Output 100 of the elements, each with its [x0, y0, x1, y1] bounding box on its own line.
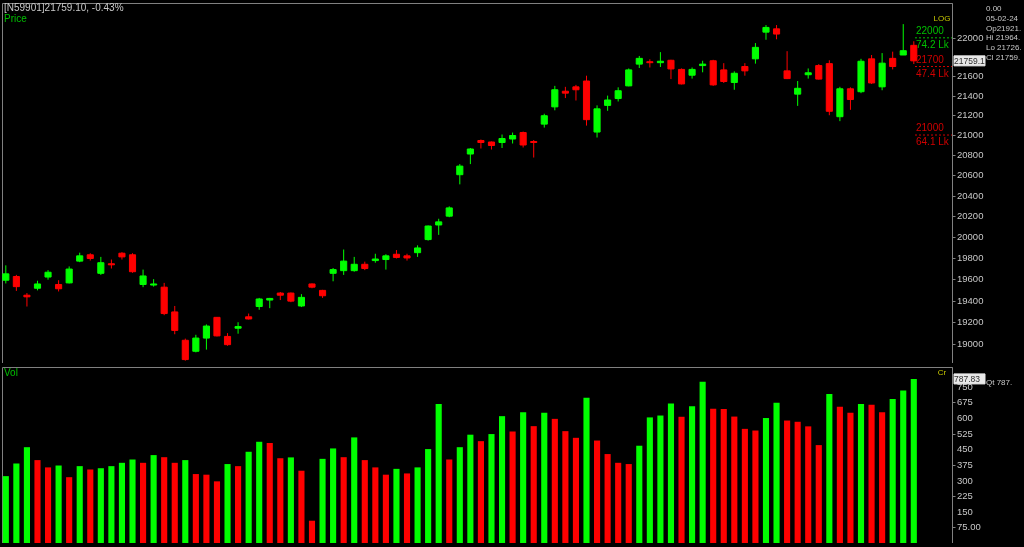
bar [678, 416, 685, 543]
text: LOG [933, 14, 951, 23]
bar [256, 441, 263, 543]
candlestick [730, 70, 738, 91]
bar [604, 454, 611, 543]
bar [488, 434, 495, 543]
bar [2, 476, 9, 543]
candlestick [572, 84, 580, 101]
bar [340, 457, 347, 543]
bar [615, 462, 622, 543]
candlestick [477, 139, 485, 149]
chart-title: [N59901]21759.10, -0.43% [4, 2, 124, 13]
candlestick [783, 50, 791, 80]
bar [731, 416, 738, 543]
candlestick [720, 62, 728, 84]
y-tick-label: 19200 [957, 316, 984, 328]
y-tick-label: 21400 [957, 89, 984, 101]
y-tick-label: 20000 [957, 230, 984, 242]
text: 05-02-24 [986, 13, 1019, 23]
y-tick-label: 20600 [957, 169, 984, 181]
ref-line-label: 22000 74.2 Lk [916, 24, 950, 50]
y-tick-label: 225 [957, 490, 973, 502]
bar [140, 462, 147, 543]
bar [192, 474, 199, 543]
candlestick [128, 252, 137, 274]
bar [467, 434, 474, 543]
bar [224, 464, 231, 543]
bar [720, 409, 727, 543]
bar [572, 437, 579, 543]
bar [446, 459, 453, 543]
bar [551, 418, 558, 543]
candlestick [910, 40, 918, 65]
bar [287, 457, 294, 543]
candlestick [741, 62, 749, 77]
bar [277, 458, 284, 543]
bar [699, 381, 706, 543]
bar [667, 403, 675, 543]
candlestick [234, 321, 242, 335]
candlestick [97, 256, 105, 276]
bar [393, 468, 400, 543]
y-tick-label: 19400 [957, 294, 984, 306]
candlestick [181, 338, 189, 362]
candlestick [498, 134, 506, 149]
bar [836, 406, 843, 543]
bar [583, 397, 590, 543]
ref-line-label: 21000 64.1 Lk [916, 122, 950, 148]
bar [361, 460, 368, 543]
text: Qt 787. [986, 378, 1013, 387]
candlestick [846, 86, 855, 111]
y-tick-label: 525 [957, 427, 973, 439]
bar [509, 431, 516, 543]
bar [266, 443, 273, 543]
candlestick [762, 24, 770, 41]
candlestick [340, 249, 348, 276]
candlestick [2, 264, 10, 284]
bar [794, 421, 801, 543]
text: Cr [937, 368, 947, 377]
bar [235, 466, 242, 543]
text: 787.83 [954, 373, 981, 384]
candlestick [171, 305, 179, 335]
bar [87, 469, 94, 543]
y-tick-label: 675 [957, 396, 973, 408]
y-tick-label: 21000 [957, 129, 984, 141]
bar [710, 408, 717, 543]
bar [330, 448, 337, 543]
bar [203, 474, 210, 543]
bar [414, 467, 421, 543]
bar [530, 426, 537, 543]
bar [298, 470, 305, 543]
bar [34, 460, 41, 543]
bar [752, 430, 759, 543]
bar [879, 412, 886, 543]
y-axis-title: Price [4, 13, 28, 24]
bar [773, 402, 780, 543]
y-tick-label: 19600 [957, 273, 984, 285]
bar [129, 459, 136, 543]
y-tick-label: 375 [957, 458, 973, 470]
bar [118, 462, 126, 543]
bar [403, 473, 411, 543]
bar [868, 404, 875, 543]
bar [213, 481, 221, 543]
candlestick [593, 104, 601, 139]
y-tick-label: 19000 [957, 338, 984, 350]
bar [456, 447, 463, 543]
candlestick [899, 23, 907, 56]
candlestick [794, 80, 802, 107]
text: 21759.1 [954, 55, 985, 66]
bar [625, 464, 632, 543]
candlestick [751, 42, 759, 65]
y-tick-label: 19800 [957, 251, 984, 263]
bar [55, 465, 62, 543]
text: Lo 21726. [986, 43, 1022, 53]
bar [826, 394, 833, 543]
y-tick-label: 20400 [957, 189, 984, 201]
text: Cl 21759. [986, 53, 1021, 62]
bar [66, 477, 73, 543]
bar [889, 399, 896, 543]
bar [498, 416, 506, 543]
bar [382, 474, 389, 543]
bar [76, 466, 83, 543]
